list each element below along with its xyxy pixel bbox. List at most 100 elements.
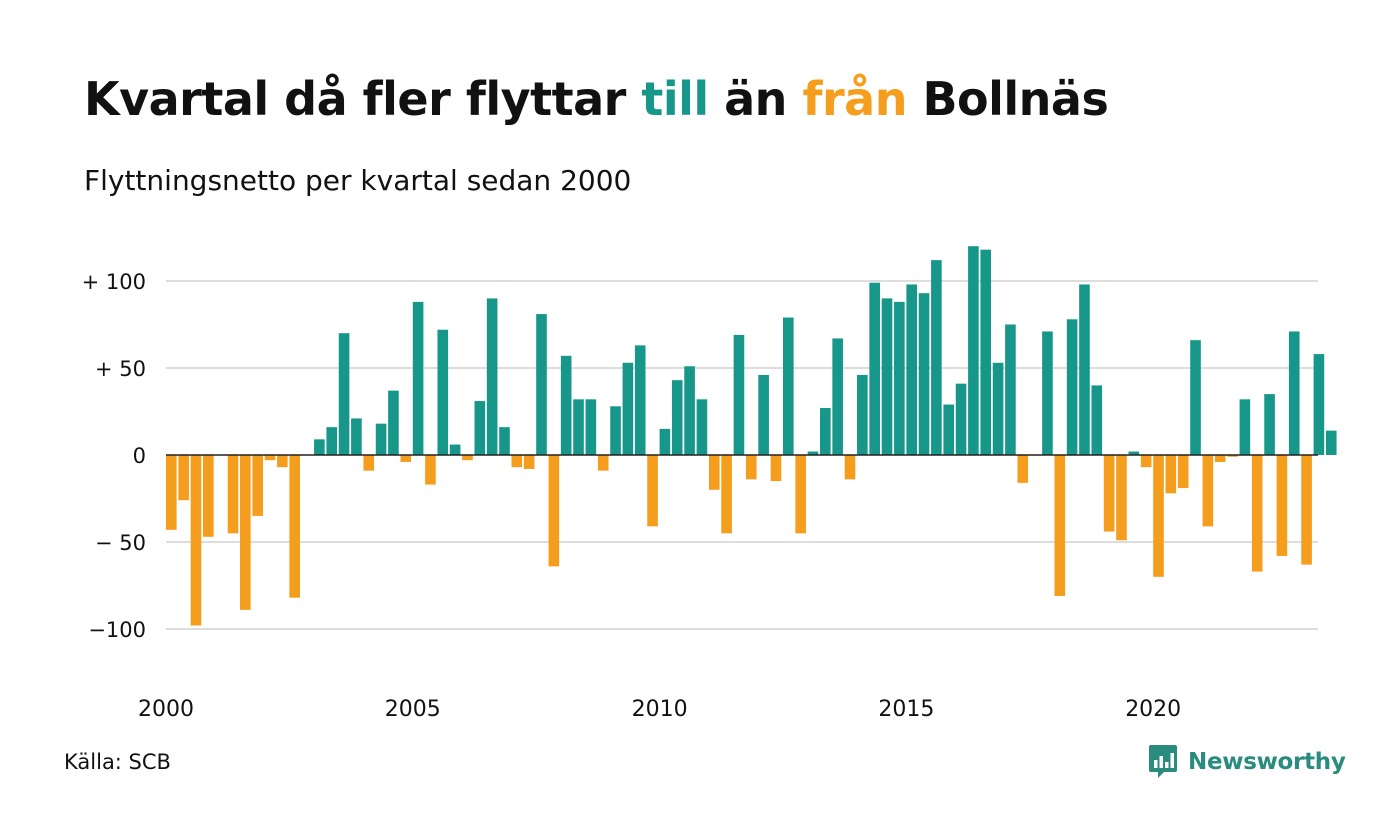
chart-subtitle: Flyttningsnetto per kvartal sedan 2000: [84, 164, 632, 197]
bar: [388, 390, 399, 455]
bar: [1140, 455, 1152, 468]
bar: [264, 455, 276, 461]
brand-name: Newsworthy: [1188, 749, 1346, 775]
bar: [166, 455, 177, 530]
bar: [1116, 455, 1127, 541]
bar: [708, 455, 720, 490]
bar: [1288, 331, 1300, 455]
bar: [980, 249, 992, 455]
bar: [252, 455, 263, 516]
bar: [363, 455, 375, 471]
bar: [449, 444, 461, 455]
bar: [955, 383, 967, 455]
bar: [203, 455, 214, 537]
bar: [634, 345, 646, 455]
bar: [338, 333, 350, 455]
bar: [474, 401, 486, 455]
bar: [277, 455, 288, 468]
bar: [240, 455, 251, 610]
bar: [906, 284, 917, 455]
bar: [733, 334, 745, 455]
bar: [622, 362, 634, 455]
bar: [1153, 455, 1164, 577]
y-tick-label: + 50: [95, 357, 146, 381]
bar: [1202, 455, 1214, 527]
bar: [881, 298, 893, 455]
y-tick-label: − 50: [95, 531, 146, 555]
bar: [597, 455, 609, 471]
bar: [1227, 455, 1238, 457]
source-note: Källa: SCB: [64, 750, 171, 774]
bar: [573, 399, 584, 455]
bar: [1214, 455, 1226, 462]
title-highlight-fran: från: [802, 72, 907, 126]
bar: [992, 362, 1004, 455]
bar: [832, 338, 843, 455]
bar: [326, 427, 338, 455]
x-tick-label: 2005: [385, 697, 441, 722]
title-part-1: Kvartal då fler flyttar: [84, 72, 642, 126]
bar: [1005, 324, 1016, 455]
bar: [684, 366, 695, 455]
bar: [536, 314, 547, 455]
bar: [807, 451, 819, 455]
bar: [227, 455, 239, 534]
bar: [486, 298, 498, 455]
x-tick-label: 2015: [878, 697, 934, 722]
bar: [671, 380, 683, 455]
bar: [412, 301, 424, 455]
bar: [721, 455, 732, 534]
bar: [400, 455, 412, 462]
title-part-5: Bollnäs: [906, 72, 1109, 126]
bar: [844, 455, 856, 480]
bar: [1251, 455, 1263, 572]
x-tick-label: 2020: [1125, 697, 1181, 722]
bar: [1313, 354, 1325, 455]
x-tick-label: 2000: [138, 697, 194, 722]
bar: [1190, 340, 1201, 455]
bar: [783, 317, 794, 455]
bar: [499, 427, 510, 455]
bar: [659, 428, 671, 455]
brand-logo: Newsworthy: [1148, 742, 1346, 782]
bar: [1239, 399, 1251, 455]
bar: [314, 439, 325, 455]
bar: [178, 455, 189, 501]
bar: [523, 455, 535, 469]
bar: [1177, 455, 1189, 489]
bar: [918, 293, 930, 455]
bar: [585, 399, 597, 455]
title-highlight-till: till: [641, 72, 709, 126]
bar: [745, 455, 757, 480]
bar: [1042, 331, 1053, 455]
bar: [1017, 455, 1029, 483]
bar: [1165, 455, 1177, 494]
chart-title: Kvartal då fler flyttar till än från Bol…: [84, 72, 1109, 126]
chart-speech-bubble-icon: [1149, 745, 1177, 778]
bar: [820, 408, 831, 455]
bar: [437, 329, 449, 455]
bar: [795, 455, 806, 534]
axes: + 100 + 50 0 − 50 −100 2000 2005 2010 2015 2020: [82, 270, 1318, 722]
bar: [1054, 455, 1066, 596]
bar: [190, 455, 202, 626]
bar: [770, 455, 782, 482]
bar: [560, 355, 572, 455]
y-tick-label: + 100: [82, 270, 146, 294]
bar: [758, 374, 769, 455]
bar: [1276, 455, 1288, 556]
bar: [696, 399, 708, 455]
bars: [166, 246, 1337, 626]
bar: [511, 455, 523, 468]
title-part-3: än: [708, 72, 803, 126]
bar: [289, 455, 300, 598]
bar: [1091, 385, 1103, 455]
bar: [610, 406, 621, 455]
bar: [968, 246, 979, 455]
bar: [894, 301, 905, 455]
bar: [1103, 455, 1115, 532]
bar: [943, 404, 955, 455]
y-tick-label: 0: [133, 444, 146, 468]
bar: [425, 455, 436, 485]
